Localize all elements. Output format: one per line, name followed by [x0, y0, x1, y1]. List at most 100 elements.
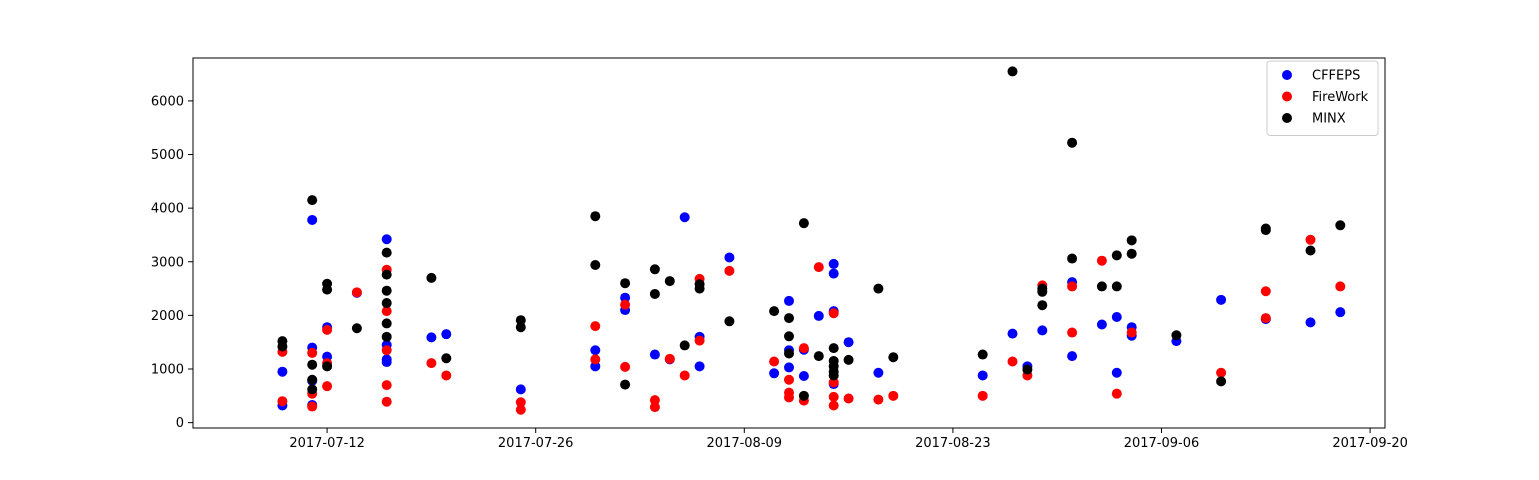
data-point-minx-24	[649, 264, 660, 275]
x-tick-label: 2017-09-06	[1124, 436, 1200, 451]
data-point-minx-15	[381, 331, 392, 342]
data-point-minx-53	[1067, 253, 1078, 264]
data-point-firework-2	[307, 347, 318, 358]
data-point-cffeps-26	[769, 368, 780, 379]
data-point-firework-13	[381, 396, 392, 407]
points-layer	[277, 66, 1346, 415]
data-point-cffeps-25	[724, 252, 735, 263]
data-point-firework-4	[307, 401, 318, 412]
data-point-minx-10	[381, 247, 392, 258]
data-point-minx-35	[798, 218, 809, 229]
data-point-cffeps-38	[873, 367, 884, 378]
data-point-firework-17	[515, 404, 526, 415]
data-point-firework-27	[694, 335, 705, 346]
legend: CFFEPS FireWork MINX	[1266, 60, 1379, 136]
data-point-firework-14	[426, 358, 437, 369]
data-point-cffeps-20	[649, 349, 660, 360]
data-point-firework-38	[828, 391, 839, 402]
data-point-firework-56	[1335, 281, 1346, 292]
data-point-minx-50	[1037, 286, 1048, 297]
data-point-firework-29	[769, 356, 780, 367]
data-point-minx-47	[1007, 66, 1018, 77]
data-point-firework-51	[1126, 327, 1137, 338]
legend-marker-minx	[1282, 113, 1292, 123]
data-point-cffeps-53	[1305, 317, 1316, 328]
data-point-firework-52	[1216, 367, 1227, 378]
data-point-cffeps-39	[977, 370, 988, 381]
data-point-cffeps-27	[784, 295, 794, 306]
data-point-firework-15	[441, 370, 452, 381]
data-point-firework-48	[1067, 327, 1078, 338]
data-point-cffeps-16	[590, 345, 601, 356]
data-point-minx-46	[977, 349, 988, 360]
data-point-firework-53	[1260, 286, 1271, 297]
data-point-firework-7	[322, 381, 333, 392]
data-point-cffeps-51	[1216, 294, 1227, 305]
legend-marker-cffeps	[1282, 70, 1292, 80]
x-tick-label: 2017-07-26	[498, 436, 574, 451]
data-point-cffeps-47	[1111, 367, 1122, 378]
data-point-cffeps-29	[784, 362, 794, 373]
data-point-minx-16	[426, 272, 437, 283]
plot-area	[192, 57, 1386, 429]
data-point-minx-22	[620, 278, 631, 289]
data-point-firework-12	[381, 380, 392, 391]
data-point-minx-23	[620, 379, 631, 390]
data-point-minx-54	[1096, 281, 1107, 292]
data-point-firework-35	[813, 262, 824, 273]
data-point-cffeps-13	[426, 332, 437, 343]
data-point-firework-39	[828, 400, 839, 411]
data-point-minx-25	[649, 288, 660, 299]
data-point-minx-12	[381, 285, 392, 296]
data-point-firework-37	[828, 377, 839, 388]
data-point-cffeps-45	[1096, 319, 1107, 330]
data-point-firework-20	[620, 299, 631, 310]
data-point-minx-51	[1037, 300, 1048, 311]
data-point-firework-47	[1067, 281, 1078, 292]
data-point-minx-26	[664, 276, 675, 287]
data-point-minx-52	[1067, 137, 1078, 148]
data-point-firework-33	[798, 343, 809, 354]
legend-label-firework: FireWork	[1312, 90, 1369, 105]
data-point-minx-19	[515, 322, 526, 333]
data-point-minx-34	[784, 348, 794, 359]
data-point-cffeps-12	[381, 357, 392, 368]
legend-box	[1266, 60, 1379, 136]
data-point-cffeps-40	[1007, 328, 1018, 339]
data-point-firework-28	[724, 265, 735, 276]
data-point-minx-31	[769, 306, 780, 317]
x-tick-label: 2017-08-23	[915, 436, 991, 451]
data-point-minx-37	[813, 351, 824, 362]
data-point-minx-20	[590, 211, 601, 222]
data-point-minx-18	[515, 315, 526, 326]
data-point-minx-33	[784, 331, 794, 342]
data-point-cffeps-54	[1335, 307, 1346, 318]
data-point-minx-56	[1111, 281, 1122, 292]
data-point-cffeps-0	[277, 366, 288, 377]
data-point-firework-44	[1007, 356, 1018, 367]
data-point-firework-22	[649, 395, 660, 406]
legend-label-cffeps: CFFEPS	[1312, 69, 1360, 84]
data-point-minx-36	[798, 390, 809, 401]
data-point-firework-10	[381, 306, 392, 317]
data-point-minx-13	[381, 298, 392, 309]
data-point-firework-40	[843, 393, 854, 404]
data-point-minx-59	[1171, 330, 1182, 341]
data-point-firework-21	[620, 361, 631, 372]
data-point-firework-11	[381, 345, 392, 356]
data-point-minx-9	[351, 323, 362, 334]
data-point-minx-21	[590, 259, 601, 270]
data-point-firework-16	[515, 397, 526, 408]
x-tick-label: 2017-07-12	[289, 436, 365, 451]
data-point-cffeps-2	[307, 214, 318, 225]
data-point-cffeps-15	[515, 384, 526, 395]
data-point-minx-2	[307, 195, 318, 206]
x-axis: 2017-07-12 2017-07-26 2017-08-09 2017-08-23…	[289, 428, 1408, 451]
x-tick-label: 2017-08-09	[707, 436, 783, 451]
data-point-firework-18	[590, 321, 601, 332]
data-point-minx-17	[441, 353, 452, 364]
data-point-minx-62	[1260, 225, 1271, 236]
data-point-cffeps-14	[441, 329, 452, 340]
data-point-minx-5	[307, 384, 318, 395]
